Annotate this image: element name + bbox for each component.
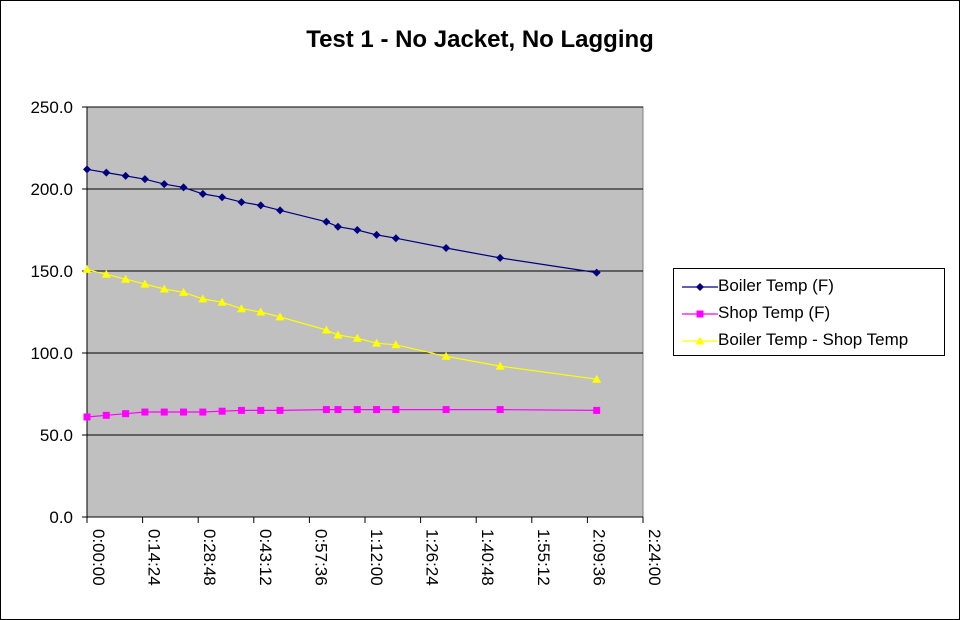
legend-swatch-boiler	[682, 283, 718, 291]
data-point-shop	[392, 406, 400, 414]
y-tick-label: 200.0	[30, 180, 73, 199]
y-tick-label: 0.0	[49, 508, 73, 527]
data-point-shop	[122, 410, 130, 418]
data-point-diff	[159, 284, 169, 293]
data-point-boiler	[83, 165, 91, 174]
x-tick-label: 1:55:12	[534, 529, 553, 586]
data-point-diff	[121, 274, 131, 283]
data-point-boiler	[333, 222, 342, 231]
data-point-boiler	[160, 180, 169, 189]
data-point-diff	[140, 279, 150, 288]
data-point-boiler	[592, 268, 601, 277]
data-point-boiler	[353, 226, 362, 234]
legend-label-shop: Shop Temp (F)	[718, 303, 831, 322]
data-point-shop	[334, 406, 342, 414]
data-point-shop	[102, 411, 110, 419]
data-point-shop	[322, 406, 330, 414]
data-point-shop	[199, 408, 207, 416]
legend-label-boiler: Boiler Temp (F)	[718, 276, 834, 295]
data-point-diff	[321, 325, 331, 334]
data-point-shop	[593, 406, 601, 414]
data-point-diff	[352, 333, 362, 342]
legend-item-shop: Shop Temp (F)	[674, 300, 944, 326]
x-tick-label: 0:14:24	[145, 529, 164, 586]
chart-title: Test 1 - No Jacket, No Lagging	[306, 26, 654, 53]
x-tick-label: 2:24:00	[645, 529, 664, 586]
data-point-diff	[101, 269, 111, 278]
data-point-boiler	[322, 217, 331, 226]
data-point-boiler	[140, 175, 149, 184]
data-point-boiler	[179, 183, 188, 192]
legend-item-boiler: Boiler Temp (F)	[674, 273, 944, 299]
x-tick-label: 0:43:12	[256, 529, 275, 586]
data-point-diff	[82, 264, 92, 273]
y-tick-label: 250.0	[30, 98, 73, 117]
legend-swatch-shop	[682, 310, 718, 318]
data-point-boiler	[102, 168, 111, 177]
x-tick-label: 0:57:36	[311, 529, 330, 586]
y-tick-label: 50.0	[40, 426, 73, 445]
x-tick-label: 0:28:48	[200, 529, 219, 586]
data-point-shop	[373, 406, 381, 414]
y-tick-label: 100.0	[30, 344, 73, 363]
data-point-diff	[333, 330, 343, 339]
data-point-boiler	[276, 206, 285, 215]
data-point-diff	[592, 374, 602, 383]
data-point-diff	[372, 338, 382, 347]
legend-item-diff: Boiler Temp - Shop Temp	[674, 327, 944, 353]
data-point-shop	[141, 408, 149, 416]
data-point-diff	[391, 340, 401, 349]
x-tick-label: 0:00:00	[89, 529, 108, 586]
data-point-boiler	[237, 198, 246, 207]
data-point-shop	[218, 407, 226, 415]
data-point-shop	[353, 406, 361, 414]
data-point-boiler	[121, 171, 130, 180]
plot-area	[86, 106, 644, 518]
data-point-diff	[179, 287, 189, 296]
legend-label-diff: Boiler Temp - Shop Temp	[718, 330, 909, 349]
data-point-boiler	[496, 253, 505, 262]
data-point-shop	[83, 413, 91, 421]
data-point-boiler	[372, 230, 381, 239]
data-point-boiler	[198, 189, 207, 198]
data-point-diff	[495, 361, 505, 370]
y-tick-label: 150.0	[30, 262, 73, 281]
data-point-shop	[442, 406, 450, 414]
data-point-diff	[198, 294, 208, 303]
data-point-shop	[276, 406, 284, 414]
data-point-shop	[496, 406, 504, 414]
data-point-shop	[160, 408, 168, 416]
data-point-diff	[256, 307, 266, 316]
data-point-diff	[217, 297, 227, 306]
data-point-shop	[257, 406, 265, 414]
x-tick-label: 1:40:48	[478, 529, 497, 586]
data-point-boiler	[218, 193, 227, 202]
data-point-diff	[275, 312, 285, 321]
data-point-shop	[237, 406, 245, 414]
data-point-diff	[236, 304, 246, 313]
data-point-boiler	[256, 201, 265, 210]
data-point-boiler	[442, 244, 451, 253]
x-tick-label: 1:26:24	[423, 529, 442, 586]
x-tick-label: 2:09:36	[589, 529, 608, 586]
data-point-shop	[180, 408, 188, 416]
data-point-diff	[441, 351, 451, 360]
legend-swatch-diff	[682, 336, 718, 345]
legend: Boiler Temp (F) Shop Temp (F) Boiler Tem…	[673, 268, 945, 356]
data-point-boiler	[391, 234, 400, 243]
x-tick-label: 1:12:00	[367, 529, 386, 586]
